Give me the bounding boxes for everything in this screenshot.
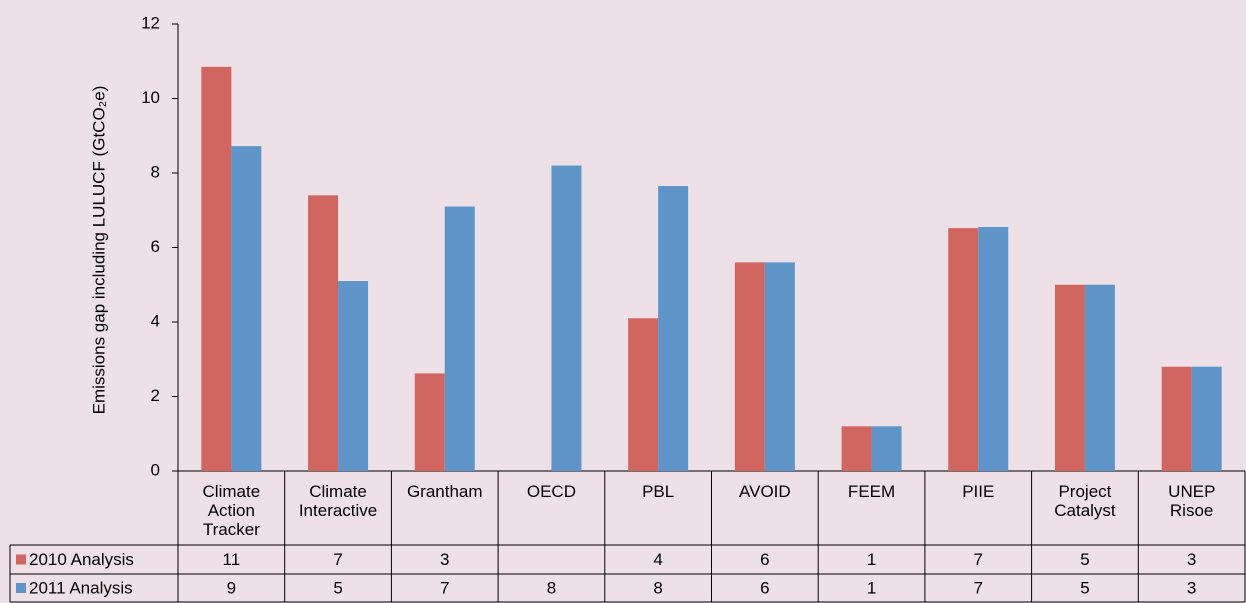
- table-value: 5: [1080, 578, 1089, 597]
- x-tick-label: Climate Action Tracker: [202, 482, 261, 539]
- x-tick-label: Climate Interactive: [298, 482, 378, 520]
- bar: [551, 165, 582, 472]
- y-tick-label: 12: [141, 13, 160, 32]
- y-tick-label: 10: [141, 88, 160, 107]
- table-value: 3: [440, 550, 449, 569]
- bar: [444, 206, 475, 471]
- table-value: 7: [974, 550, 983, 569]
- legend-swatch: [16, 554, 26, 565]
- y-tick-label: 8: [151, 162, 160, 181]
- table-value: 6: [760, 578, 769, 597]
- table-value: 7: [974, 578, 983, 597]
- y-axis-label: Emissions gap including LULUCF (GtCO₂e): [89, 86, 108, 415]
- table-value: 4: [653, 550, 662, 569]
- bar: [978, 227, 1009, 471]
- x-tick-label: AVOID: [739, 482, 791, 501]
- table-value: 8: [653, 578, 662, 597]
- x-tick-label: Grantham: [406, 482, 483, 501]
- bar: [734, 262, 765, 471]
- bar: [871, 426, 902, 471]
- bar: [414, 373, 445, 471]
- bar: [231, 146, 262, 471]
- bar: [841, 426, 872, 471]
- bar: [1161, 366, 1192, 471]
- x-tick-label: OECD: [526, 482, 576, 501]
- table-value: 3: [1187, 550, 1196, 569]
- table-value: 6: [760, 550, 769, 569]
- legend-label: 2010 Analysis: [29, 550, 134, 569]
- bar: [338, 281, 369, 471]
- x-tick-label: FEEM: [847, 482, 896, 501]
- table-value: 7: [440, 578, 449, 597]
- legend-swatch: [16, 583, 26, 593]
- bar: [628, 318, 659, 471]
- table-value: 9: [227, 578, 236, 597]
- legend-label: 2011 Analysis: [29, 578, 133, 597]
- x-tick-label: PBL: [642, 482, 675, 501]
- y-tick-label: 6: [151, 237, 160, 256]
- bar: [764, 262, 795, 471]
- table-value: 5: [1080, 550, 1089, 569]
- bar: [201, 66, 232, 472]
- bar: [308, 195, 339, 471]
- x-tick-label: UNEP Risoe: [1168, 482, 1216, 520]
- y-tick-label: 0: [151, 460, 160, 479]
- table-value: 3: [1187, 578, 1196, 597]
- bar: [658, 186, 689, 471]
- bar: [948, 228, 979, 471]
- bar: [1191, 366, 1222, 471]
- bar: [1054, 284, 1085, 471]
- bar: [1084, 284, 1115, 471]
- table-value: 1: [867, 578, 876, 597]
- x-tick-label: PIIE: [962, 482, 995, 501]
- table-value: 7: [333, 550, 342, 569]
- table-value: 11: [223, 550, 241, 569]
- table-value: 8: [547, 578, 556, 597]
- y-tick-label: 4: [151, 311, 160, 330]
- x-tick-label: Project Catalyst: [1054, 482, 1116, 520]
- y-tick-label: 2: [151, 386, 160, 405]
- table-value: 5: [333, 578, 342, 597]
- table-value: 1: [867, 550, 876, 569]
